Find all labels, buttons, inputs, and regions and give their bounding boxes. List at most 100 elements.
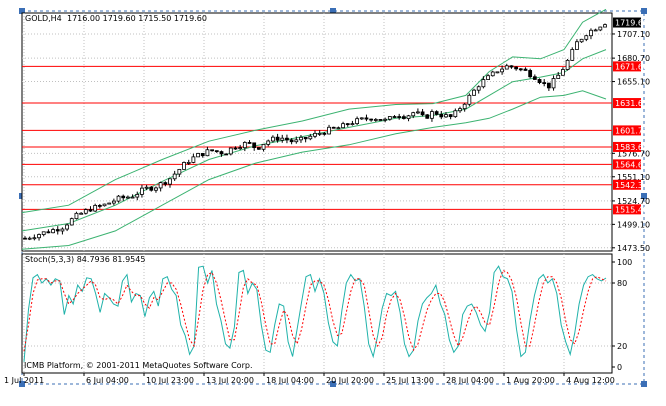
candle-body [575,41,579,50]
stoch-plot-area [21,253,613,374]
level-price-label: 1564.63 [615,160,648,169]
candle-body [126,196,130,199]
bb-upper-line [21,8,607,214]
candle-body [144,186,149,189]
candle-body [397,116,402,118]
candle-body [116,195,121,202]
level-price-tag [613,204,641,215]
handle-mid-right[interactable] [641,193,647,199]
candle-body [593,29,598,32]
ohlc-header: 1716.00 1719.60 1715.50 1719.60 [67,14,207,23]
candle-body [481,79,486,88]
candle-body [182,162,186,170]
candle-body [200,153,205,157]
candle-body [261,143,266,150]
price-axis: 1707.10 1680.70 1655.10 1576.70 1551.10 1524.… [612,17,650,253]
candle-body [416,111,420,114]
candle-body [504,65,509,70]
level-price-tag [613,159,641,170]
candle-body [289,139,294,143]
level-price-label: 1542.34 [615,181,648,190]
candle-body [285,137,289,141]
candle-body [359,117,364,120]
handle-top-left[interactable] [19,8,25,14]
level-price-tag [613,98,641,109]
stoch-signal-line [23,269,607,352]
candle-body [467,94,472,105]
time-tick-label: 6 Jul 04:00 [86,376,129,385]
price-tick-label: 1524.70 [617,197,650,206]
level-price-tag [613,179,641,190]
candle-body [439,113,444,118]
level-price-label: 1671.66 [615,62,648,71]
price-pane[interactable]: GOLD,H4 1716.00 1719.60 1715.50 1719.60 … [21,8,650,253]
current-price-label: 1719.60 [615,19,648,28]
time-tick-label: 20 Jul 20:00 [326,376,374,385]
candle-body [589,29,593,37]
price-tick-label: 1655.10 [617,78,650,87]
stochastic-pane[interactable]: Stoch(5,3,3) 84.7936 81.9545 ICMB Platfo… [21,253,632,374]
candle-body [74,212,79,220]
candle-body [275,136,280,141]
candle-body [425,114,430,119]
candle-body [149,186,154,191]
price-tick-label: 1551.10 [617,173,650,182]
time-tick-label: 18 Jul 04:00 [266,376,314,385]
candle-body [523,68,528,71]
candle-body [373,119,378,121]
stoch-main-line [23,265,607,362]
candle-body [299,136,303,141]
candle-body [542,82,547,84]
candle-body [453,110,458,118]
candle-body [369,118,374,121]
handle-top-right[interactable] [641,8,647,14]
price-tick-label: 1473.50 [617,244,650,253]
candle-body [32,237,37,240]
candle-body [65,224,69,230]
handle-bottom-left[interactable] [19,381,25,387]
candle-body [434,111,439,115]
handle-bottom-mid[interactable] [330,381,336,387]
candle-body [280,137,285,141]
bb-lower-line [21,90,607,250]
candle-body [458,108,462,112]
candle-body [448,114,453,118]
candle-body [158,182,163,189]
candle-body [191,156,196,163]
candle-body [551,78,556,89]
candle-body [322,132,327,135]
candle-body [411,112,416,117]
candle-body [177,168,182,175]
candle-body [462,103,467,110]
candle-body [88,209,93,212]
candle-body [537,79,542,83]
candle-body [69,218,74,226]
candle-body [37,234,41,239]
handle-top-mid[interactable] [330,8,336,14]
candle-body [121,195,126,199]
candle-body [378,119,383,121]
candle-body [303,136,308,140]
handle-bottom-right[interactable] [641,381,647,387]
candle-body [172,173,177,180]
stoch-tick-label: 0 [617,363,622,372]
candle-body [364,117,369,120]
candle-body [214,150,219,153]
level-price-tag [613,141,641,152]
candle-body [579,38,584,43]
stoch-tick-label: 80 [617,279,627,288]
candle-body [430,111,434,119]
candle-body [205,149,210,157]
candle-body [186,162,191,164]
candle-body [23,237,27,240]
candle-body [331,126,336,129]
candle-body [271,136,275,142]
candle-body [518,68,523,71]
candle-body [111,200,116,204]
candle-body [345,123,350,126]
time-tick-label: 13 Jul 20:00 [206,376,254,385]
stoch-tick-label: 100 [617,258,632,267]
candle-body [233,147,238,150]
candle-body [528,70,533,78]
